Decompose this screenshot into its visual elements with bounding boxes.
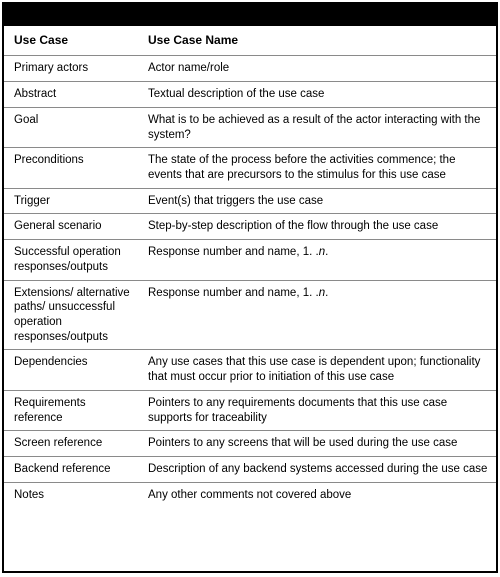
table-row: Primary actorsActor name/role [4,56,496,82]
row-label: Preconditions [4,148,138,188]
row-description: Response number and name, 1. .n. [138,240,496,280]
row-description: Response number and name, 1. .n. [138,280,496,350]
table-row: Requirements referencePointers to any re… [4,390,496,430]
row-description: Event(s) that triggers the use case [138,188,496,214]
row-label: Notes [4,482,138,507]
use-case-table: Use Case Use Case Name Primary actorsAct… [4,26,496,507]
table-row: Extensions/ alternative paths/ unsuccess… [4,280,496,350]
row-description: Textual description of the use case [138,82,496,108]
row-label: Requirements reference [4,390,138,430]
table-row: PreconditionsThe state of the process be… [4,148,496,188]
column-header-left: Use Case [4,26,138,56]
table-row: General scenarioStep-by-step description… [4,214,496,240]
table-frame: Use Case Use Case Name Primary actorsAct… [2,2,498,573]
row-description: What is to be achieved as a result of th… [138,107,496,147]
table-header-row: Use Case Use Case Name [4,26,496,56]
header-blackbar [4,4,496,26]
row-description: Step-by-step description of the flow thr… [138,214,496,240]
row-label: General scenario [4,214,138,240]
row-label: Successful operation responses/outputs [4,240,138,280]
table-row: Screen referencePointers to any screens … [4,431,496,457]
row-label: Goal [4,107,138,147]
row-label: Abstract [4,82,138,108]
row-description: Pointers to any requirements documents t… [138,390,496,430]
row-description: Any other comments not covered above [138,482,496,507]
table-row: Successful operation responses/outputsRe… [4,240,496,280]
table-row: DependenciesAny use cases that this use … [4,350,496,390]
table-row: AbstractTextual description of the use c… [4,82,496,108]
row-description: The state of the process before the acti… [138,148,496,188]
row-description: Actor name/role [138,56,496,82]
row-label: Extensions/ alternative paths/ unsuccess… [4,280,138,350]
table-row: GoalWhat is to be achieved as a result o… [4,107,496,147]
desc-suffix: . [325,246,328,258]
column-header-right: Use Case Name [138,26,496,56]
table-row: Backend referenceDescription of any back… [4,457,496,483]
desc-prefix: Response number and name, 1. . [148,287,319,299]
row-label: Primary actors [4,56,138,82]
row-label: Screen reference [4,431,138,457]
row-label: Backend reference [4,457,138,483]
desc-suffix: . [325,287,328,299]
row-description: Description of any backend systems acces… [138,457,496,483]
table-row: NotesAny other comments not covered abov… [4,482,496,507]
desc-prefix: Response number and name, 1. . [148,246,319,258]
row-label: Dependencies [4,350,138,390]
row-description: Any use cases that this use case is depe… [138,350,496,390]
row-description: Pointers to any screens that will be use… [138,431,496,457]
row-label: Trigger [4,188,138,214]
table-row: TriggerEvent(s) that triggers the use ca… [4,188,496,214]
